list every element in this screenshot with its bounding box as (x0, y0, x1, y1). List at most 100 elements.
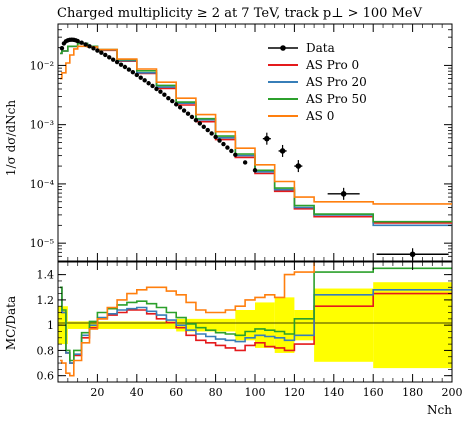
uncertainty-band-bin (274, 297, 295, 353)
x-axis-label: Nch (427, 403, 452, 417)
ratio-line-as-0 (60, 262, 315, 377)
y-tick-label: 10⁻² (30, 59, 54, 72)
uncertainty-band-bin (255, 302, 275, 348)
x-tick-label: 120 (284, 386, 305, 399)
data-point (201, 124, 206, 130)
data-point (91, 46, 96, 51)
data-point (225, 145, 230, 150)
main-panel: 10⁻² 10⁻³ 10⁻⁴ 10⁻⁵ Data AS Pro 0 AS Pro 20 AS… (30, 23, 453, 262)
legend-label-as-0: AS 0 (305, 109, 334, 123)
uncertainty-band-bin (294, 310, 315, 341)
x-tick-label: 80 (209, 386, 223, 399)
data-point (154, 86, 159, 92)
ratio-panel-marks (60, 262, 452, 377)
uncertainty-band (58, 282, 452, 369)
data-point (87, 44, 92, 49)
ratio-y-tick-label: 1 (47, 319, 54, 332)
x-tick-label: 60 (169, 386, 183, 399)
data-point (252, 168, 258, 173)
y-tick-label: 10⁻⁵ (30, 237, 54, 250)
main-y-axis-label: 1/σ dσ/dNch (4, 100, 18, 177)
main-panel-marks (59, 37, 452, 261)
data-point (79, 40, 84, 45)
data-point (158, 89, 163, 94)
x-tick-label: 40 (130, 386, 144, 399)
data-point (193, 117, 199, 123)
legend-label-as-pro-0: AS Pro 0 (305, 58, 359, 72)
y-tick-label: 10⁻⁴ (30, 178, 55, 191)
ratio-y-axis-label: MC/Data (4, 296, 18, 350)
data-point (166, 95, 171, 101)
series-line-as-pro-20 (60, 42, 452, 227)
data-point (264, 135, 270, 142)
x-tick-label: 160 (363, 386, 384, 399)
data-point (177, 105, 183, 110)
uncertainty-band-bin (314, 288, 374, 362)
series-line-as-0 (60, 45, 452, 205)
legend: Data AS Pro 0 AS Pro 20 AS Pro 50 AS 0 (268, 41, 367, 123)
legend-label-data: Data (306, 41, 335, 55)
ratio-line-as-pro-50 (60, 267, 452, 362)
data-point (142, 78, 147, 83)
legend-marker-data (280, 45, 286, 51)
data-point (59, 46, 65, 51)
data-point (99, 50, 104, 55)
data-point (83, 42, 88, 47)
data-point (103, 52, 108, 58)
x-tick-label: 180 (402, 386, 423, 399)
data-point (110, 57, 116, 62)
data-point (209, 131, 214, 136)
uncertainty-band-bin (373, 282, 452, 369)
x-axis-ticks: 20 40 60 80 100 120 140 160 180 200 (67, 24, 463, 399)
data-point (118, 62, 124, 67)
x-tick-label: 100 (245, 386, 266, 399)
ratio-y-tick-label: 1.4 (37, 269, 55, 282)
legend-label-as-pro-50: AS Pro 50 (305, 92, 367, 106)
data-point (150, 83, 155, 89)
data-point (205, 127, 210, 133)
main-panel-y-ticks: 10⁻² 10⁻³ 10⁻⁴ 10⁻⁵ (30, 23, 452, 257)
data-point (221, 141, 226, 147)
data-point (233, 152, 238, 158)
ratio-y-tick-label: 1.2 (37, 294, 55, 307)
data-point (134, 72, 139, 78)
legend-label-as-pro-20: AS Pro 20 (305, 75, 367, 89)
data-point (295, 163, 302, 169)
data-point (340, 191, 347, 197)
data-point (229, 148, 234, 154)
data-point (217, 138, 222, 143)
data-point (130, 69, 136, 75)
series-line-as-pro-0 (60, 42, 452, 224)
data-point (174, 102, 179, 107)
data-point (189, 114, 195, 120)
uncertainty-band-bin (67, 321, 177, 329)
data-point (114, 59, 120, 65)
ratio-y-tick-label: 0.8 (37, 344, 55, 357)
data-point (185, 111, 191, 116)
data-point (279, 148, 286, 154)
ratio-panel-y-ticks: 0.6 0.8 1 1.2 1.4 (37, 269, 452, 383)
data-point (95, 48, 100, 53)
y-tick-label: 10⁻³ (30, 119, 54, 132)
data-point (197, 121, 203, 126)
data-point (138, 75, 143, 80)
data-point (146, 81, 151, 86)
data-point (122, 64, 128, 70)
data-point (170, 98, 175, 104)
data-point (213, 134, 218, 140)
ratio-y-tick-label: 0.6 (37, 370, 55, 383)
data-point (126, 67, 132, 72)
data-point (75, 38, 80, 44)
x-tick-label: 200 (442, 386, 463, 399)
uncertainty-band-bin (176, 318, 236, 332)
data-point (181, 108, 187, 113)
x-tick-label: 140 (323, 386, 344, 399)
series-line-as-pro-50 (60, 42, 452, 223)
chart-title: Charged multiplicity ≥ 2 at 7 TeV, track… (57, 6, 423, 21)
data-point (107, 55, 112, 60)
data-point (242, 160, 248, 165)
uncertainty-band-bin (235, 310, 255, 341)
x-tick-label: 20 (90, 386, 104, 399)
data-point (162, 92, 167, 97)
